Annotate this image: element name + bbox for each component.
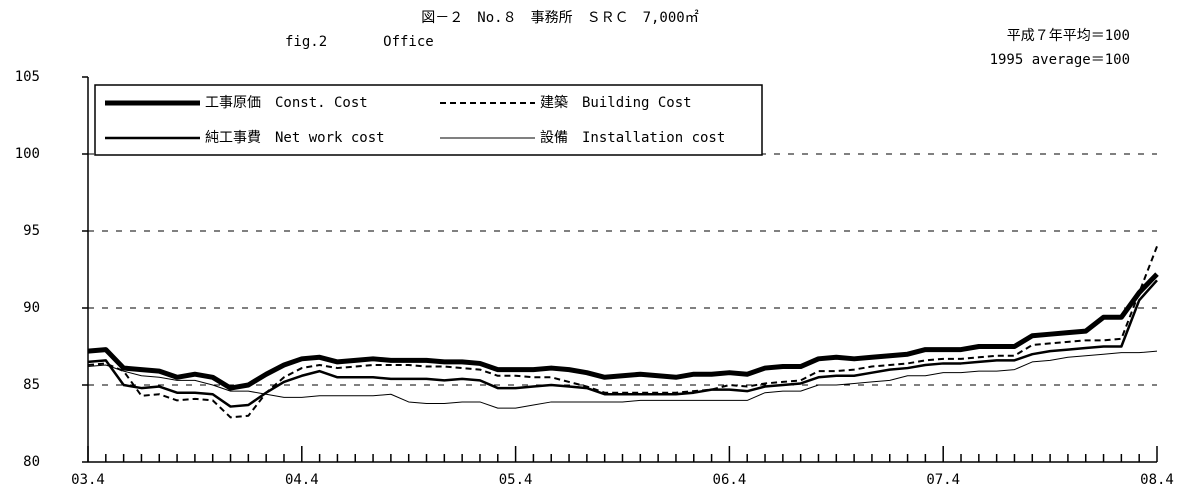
legend-label: 純工事費 Net work cost (205, 130, 385, 146)
x-tick-label: 08.4 (1140, 472, 1174, 488)
x-tick-label: 03.4 (71, 472, 105, 488)
y-tick-label: 100 (15, 146, 40, 162)
x-tick-label: 04.4 (285, 472, 319, 488)
x-tick-label: 06.4 (713, 472, 747, 488)
legend-label: 建築 Building Cost (540, 95, 692, 111)
x-tick-label: 05.4 (499, 472, 533, 488)
y-tick-label: 80 (23, 454, 40, 470)
y-tick-label: 105 (15, 69, 40, 85)
annotation: 1995 average＝100 (990, 52, 1130, 68)
legend-label: 工事原価 Const. Cost (205, 95, 368, 111)
annotation: 平成７年平均＝100 (1007, 28, 1130, 44)
y-tick-label: 95 (23, 223, 40, 239)
y-tick-label: 90 (23, 300, 40, 316)
line-series (87, 272, 1159, 391)
line-series (87, 279, 1158, 408)
line-series (87, 246, 1158, 419)
legend-box (94, 84, 763, 156)
legend-label: 設備 Installation cost (540, 130, 725, 146)
y-tick-label: 85 (23, 377, 40, 393)
x-tick-label: 07.4 (926, 472, 960, 488)
chart-subtitle: fig.2 Office (285, 34, 434, 50)
chart-title: 図－２ No.８ 事務所 ＳＲＣ 7,000㎡ (421, 10, 698, 26)
